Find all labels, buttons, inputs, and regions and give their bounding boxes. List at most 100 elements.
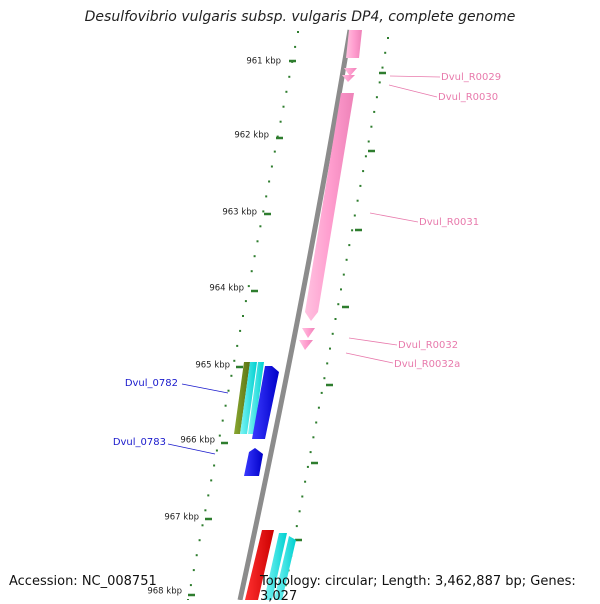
ruler-tick-966: 966 kbp bbox=[180, 436, 228, 446]
label-dvul-r0032a[interactable]: Dvul_R0032a bbox=[394, 359, 460, 370]
track-dot bbox=[342, 273, 345, 276]
track-dot bbox=[242, 315, 244, 317]
ruler-tick-968: 968 kbp bbox=[147, 587, 195, 597]
ruler-tick-962: 962 kbp bbox=[234, 131, 283, 141]
feature-dvul-0782[interactable] bbox=[240, 362, 257, 434]
ruler-tick-967: 967 kbp bbox=[164, 513, 212, 523]
feature-dvul-0783[interactable] bbox=[244, 448, 263, 476]
track-dot bbox=[210, 479, 213, 482]
track-dot bbox=[356, 199, 359, 202]
track-dot bbox=[362, 170, 365, 173]
feature-cds-olive[interactable] bbox=[234, 362, 250, 434]
track-dot bbox=[262, 210, 265, 213]
track-dot bbox=[367, 140, 370, 143]
track-dot bbox=[317, 406, 320, 409]
track-dot bbox=[353, 214, 356, 217]
track-dot bbox=[304, 480, 307, 483]
track-dot bbox=[384, 51, 387, 54]
track-dot bbox=[189, 584, 192, 587]
track-dot bbox=[373, 110, 376, 113]
ruler: 961 kbp 962 kbp 963 kbp 964 kbp 965 kbp … bbox=[147, 57, 296, 597]
track-dot bbox=[213, 464, 216, 467]
feature-dvul-r0032a[interactable] bbox=[299, 340, 313, 350]
track-dot bbox=[285, 90, 288, 93]
track-dot bbox=[233, 359, 236, 362]
label-dvul-r0032[interactable]: Dvul_R0032 bbox=[398, 340, 458, 351]
feature-cds-cyan-bottom-2[interactable] bbox=[274, 536, 296, 600]
track-dot bbox=[239, 329, 242, 332]
track-dot bbox=[298, 510, 301, 513]
track-dot bbox=[348, 244, 351, 247]
track-dot bbox=[207, 494, 210, 497]
track-dot bbox=[294, 45, 297, 48]
track-dot bbox=[276, 135, 279, 138]
track-dot bbox=[381, 66, 384, 69]
ruler-label-962: 962 kbp bbox=[234, 131, 269, 141]
track-dot bbox=[273, 150, 276, 153]
track-dot bbox=[331, 332, 334, 335]
genome-backbone bbox=[237, 29, 353, 600]
feature-cds-red[interactable] bbox=[245, 530, 274, 600]
track-dot bbox=[250, 270, 253, 273]
track-dot bbox=[265, 195, 268, 198]
ruler-label-961: 961 kbp bbox=[246, 57, 281, 67]
track-dot bbox=[323, 377, 326, 380]
label-dvul-r0030[interactable]: Dvul_R0030 bbox=[438, 92, 498, 103]
track-dot bbox=[268, 180, 271, 183]
track-dot bbox=[370, 125, 373, 128]
track-dot bbox=[297, 31, 299, 33]
track-dot bbox=[236, 344, 239, 347]
feature-dvul-r0032[interactable] bbox=[302, 328, 315, 338]
feature-cds-blue-large[interactable] bbox=[252, 366, 279, 439]
track-dot bbox=[204, 509, 207, 512]
ruler-label-966: 966 kbp bbox=[180, 436, 215, 446]
track-dot bbox=[320, 391, 323, 394]
label-leaders bbox=[167, 75, 441, 455]
ruler-label-967: 967 kbp bbox=[164, 513, 199, 523]
track-dot bbox=[198, 539, 201, 542]
ruler-tick-964: 964 kbp bbox=[209, 284, 258, 294]
track-dot bbox=[337, 303, 340, 306]
track-dot bbox=[247, 285, 250, 288]
feature-cds-cyan-bottom[interactable] bbox=[264, 533, 287, 600]
track-dot bbox=[351, 229, 354, 232]
ruler-tick-961: 961 kbp bbox=[246, 57, 296, 67]
label-dvul-r0031[interactable]: Dvul_R0031 bbox=[419, 217, 479, 228]
track-dot bbox=[295, 525, 298, 528]
track-dot bbox=[312, 436, 315, 439]
track-dot bbox=[279, 120, 282, 123]
track-dot bbox=[387, 37, 389, 39]
track-dot bbox=[256, 240, 259, 243]
right-track-ticks bbox=[295, 71, 386, 542]
track-dot bbox=[195, 554, 198, 557]
label-dvul-r0029[interactable]: Dvul_R0029 bbox=[441, 72, 501, 83]
track-dot bbox=[224, 404, 227, 407]
feature-dvul-r0030[interactable] bbox=[342, 75, 355, 82]
genome-title: Desulfovibrio vulgaris subsp. vulgaris D… bbox=[84, 9, 516, 25]
feature-rna-top[interactable] bbox=[346, 30, 362, 58]
track-dot bbox=[359, 184, 362, 187]
ruler-tick-965: 965 kbp bbox=[195, 361, 243, 371]
track-dot bbox=[244, 300, 247, 303]
track-dot bbox=[334, 318, 337, 320]
feature-dvul-r0029[interactable] bbox=[344, 68, 357, 76]
right-track-dots bbox=[282, 37, 389, 600]
ruler-tick-963: 963 kbp bbox=[222, 208, 271, 218]
feature-cds-cyan-2[interactable] bbox=[248, 362, 264, 434]
track-dot bbox=[284, 584, 287, 587]
label-dvul-0783[interactable]: Dvul_0783 bbox=[113, 437, 166, 448]
track-dot bbox=[375, 96, 378, 99]
track-dot bbox=[270, 165, 273, 168]
ruler-label-964: 964 kbp bbox=[209, 284, 244, 294]
left-track-dots bbox=[187, 31, 299, 600]
track-dot bbox=[326, 362, 329, 365]
feature-dvul-r0031[interactable] bbox=[305, 93, 354, 321]
track-dot bbox=[288, 75, 291, 78]
accession-text: Accession: NC_008751 bbox=[9, 574, 157, 589]
ruler-label-965: 965 kbp bbox=[195, 361, 230, 371]
label-dvul-0782[interactable]: Dvul_0782 bbox=[125, 378, 178, 389]
track-dot bbox=[230, 374, 233, 377]
track-dot bbox=[218, 434, 221, 437]
